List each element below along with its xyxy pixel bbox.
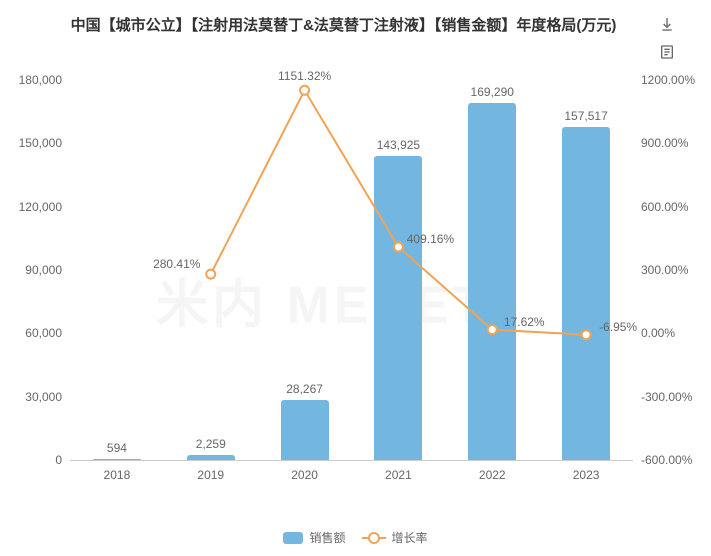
line-swatch-icon (362, 532, 386, 544)
legend-line-label: 增长率 (392, 529, 428, 546)
x-tick-label: 2020 (291, 468, 318, 482)
bar-value-label: 169,290 (471, 85, 514, 99)
y1-tick-label: 120,000 (0, 200, 62, 214)
bar-value-label: 28,267 (286, 382, 323, 396)
chart-area: 米内 MENET 5942,25928,267143,925169,290157… (0, 70, 711, 500)
legend-item-bar[interactable]: 销售额 (283, 529, 345, 546)
bar-value-label: 157,517 (564, 109, 607, 123)
bar (281, 400, 329, 460)
x-tick-label: 2021 (385, 468, 412, 482)
bar-swatch-icon (283, 532, 303, 544)
y2-tick-label: 0.00% (641, 326, 711, 340)
y1-tick-label: 180,000 (0, 73, 62, 87)
y2-tick-label: -600.00% (641, 453, 711, 467)
x-tick-label: 2022 (479, 468, 506, 482)
y2-tick-label: 1200.00% (641, 73, 711, 87)
bar-value-label: 594 (107, 441, 127, 455)
growth-value-label: 409.16% (407, 232, 454, 246)
x-tick-label: 2023 (573, 468, 600, 482)
y1-tick-label: 0 (0, 453, 62, 467)
bar-value-label: 2,259 (196, 437, 226, 451)
x-axis-line (70, 460, 633, 461)
legend-item-line[interactable]: 增长率 (362, 529, 428, 546)
y1-tick-label: 150,000 (0, 136, 62, 150)
plot-area: 594 2,259 28,267 143,925 169,290 157,517 280.4… (70, 80, 633, 460)
y2-tick-label: 600.00% (641, 200, 711, 214)
y1-tick-label: 60,000 (0, 326, 62, 340)
legend-bar-label: 销售额 (309, 529, 345, 546)
y2-tick-label: 900.00% (641, 136, 711, 150)
download-icon[interactable] (659, 16, 675, 32)
y2-tick-label: -300.00% (641, 390, 711, 404)
growth-value-label: 1151.32% (278, 69, 331, 83)
chart-title: 中国【城市公立】【注射用法莫替丁&法莫替丁注射液】【销售金额】年度格局(万元) (36, 14, 651, 38)
y1-tick-label: 90,000 (0, 263, 62, 277)
y1-tick-label: 30,000 (0, 390, 62, 404)
bar (374, 156, 422, 460)
y2-tick-label: 300.00% (641, 263, 711, 277)
growth-value-label: 17.62% (504, 315, 545, 329)
x-tick-label: 2019 (197, 468, 224, 482)
x-tick-label: 2018 (104, 468, 131, 482)
data-icon[interactable] (659, 44, 675, 60)
growth-value-label: -6.95% (599, 320, 637, 334)
bar (468, 103, 516, 460)
legend: 销售额 增长率 (0, 529, 711, 546)
bar-value-label: 143,925 (377, 138, 420, 152)
growth-value-label: 280.41% (153, 257, 200, 271)
bar (562, 127, 610, 460)
bar (187, 455, 235, 460)
line-marker (206, 270, 215, 279)
line-marker (300, 86, 309, 95)
